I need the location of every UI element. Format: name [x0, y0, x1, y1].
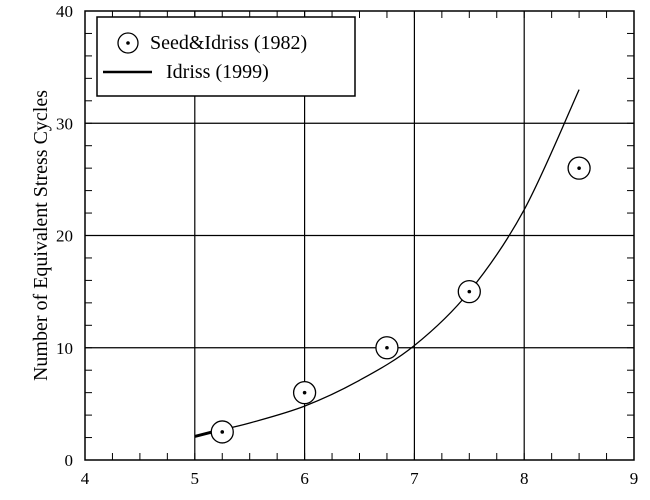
legend: Seed&Idriss (1982) Idriss (1999) [96, 16, 356, 97]
x-tick-label: 6 [300, 469, 309, 488]
seed-idriss-point [457, 279, 481, 304]
y-tick-labels: 0 10 20 30 40 [56, 2, 73, 470]
y-tick-label: 20 [56, 227, 73, 246]
series-idriss-1999 [194, 89, 580, 438]
x-tick-label: 5 [191, 469, 200, 488]
seed-idriss-point [567, 156, 591, 180]
x-tick-label: 9 [630, 469, 639, 488]
x-tick-label: 4 [81, 469, 90, 488]
series-seed-idriss-1982 [210, 156, 591, 444]
y-tick-label: 40 [56, 2, 73, 21]
seed-idriss-point [375, 336, 399, 360]
legend-marker-circled-dot-icon [117, 32, 139, 54]
seed-idriss-point [210, 420, 234, 444]
legend-label-idriss: Idriss (1999) [166, 61, 269, 83]
legend-label-seed-idriss: Seed&Idriss (1982) [150, 32, 307, 54]
y-axis-title: Number of Equivalent Stress Cycles [30, 90, 52, 381]
seed-idriss-point [292, 380, 317, 405]
x-tick-label: 8 [520, 469, 529, 488]
legend-box [96, 16, 356, 97]
plot-frame [84, 10, 635, 461]
y-tick-label: 30 [56, 114, 73, 133]
y-tick-label: 10 [56, 339, 73, 358]
x-tick-label: 7 [410, 469, 419, 488]
y-tick-label: 0 [65, 451, 74, 470]
idriss-1999-curve [194, 89, 580, 438]
x-tick-labels: 4 5 6 7 8 9 [81, 469, 639, 488]
